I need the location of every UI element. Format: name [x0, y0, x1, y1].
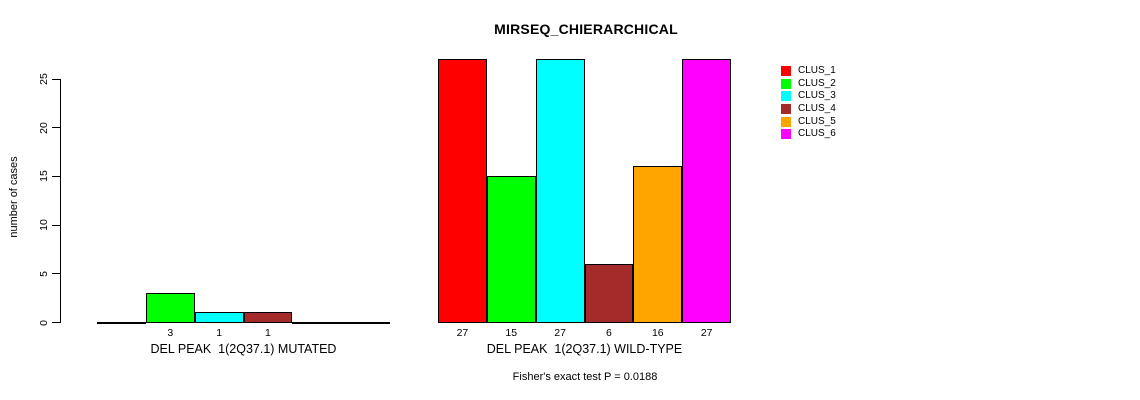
legend-swatch-clus_4 [781, 104, 791, 114]
y-tick-label: 10 [38, 219, 50, 231]
legend-label: CLUS_3 [798, 90, 836, 102]
y-tick-label: 20 [38, 121, 50, 134]
bar-group1-clus_2 [145, 292, 195, 323]
bar-value-label: 16 [651, 327, 664, 339]
legend-item-clus_3: CLUS_3 [781, 90, 871, 102]
y-axis-line [60, 79, 61, 323]
bar-group1-clus_6 [341, 322, 391, 324]
legend-swatch-clus_2 [781, 78, 791, 89]
legend-swatch-clus_6 [781, 129, 791, 140]
legend-item-clus_2: CLUS_2 [781, 77, 871, 90]
y-tick [52, 322, 60, 323]
y-tick [52, 127, 60, 129]
legend-swatch-clus_1 [781, 66, 791, 76]
bar-group1-clus_5 [292, 322, 342, 324]
legend-label: CLUS_4 [798, 103, 836, 114]
bar-value-label: 1 [216, 327, 223, 339]
group-label-mutated: DEL PEAK 1(2Q37.1) MUTATED [150, 342, 337, 356]
bar-group1-clus_1 [97, 322, 146, 324]
y-tick-label: 25 [38, 73, 50, 85]
y-axis-title: number of cases [8, 156, 20, 238]
legend-label: CLUS_2 [798, 77, 836, 89]
bar-value-label: 15 [505, 327, 518, 339]
legend-label: CLUS_6 [798, 128, 836, 140]
bar-value-label: 27 [554, 327, 566, 339]
legend-swatch-clus_3 [781, 91, 791, 102]
bar-group2-clus_5 [633, 166, 683, 323]
legend-item-clus_1: CLUS_1 [781, 65, 871, 77]
y-tick-label: 0 [38, 319, 50, 326]
bar-value-label: 3 [167, 327, 174, 339]
group-label-wild-type: DEL PEAK 1(2Q37.1) WILD-TYPE [486, 342, 683, 356]
bar-group2-clus_6 [682, 59, 732, 323]
y-tick-label: 5 [38, 270, 50, 277]
y-tick [52, 78, 60, 80]
legend-item-clus_5: CLUS_5 [781, 115, 871, 128]
legend: CLUS_1 CLUS_2 CLUS_3 CLUS_4 CLUS_5 CLUS_6 [781, 65, 881, 144]
y-tick [52, 224, 60, 226]
bar-group1-clus_3 [194, 312, 244, 323]
bar-value-label: 27 [456, 327, 469, 339]
legend-item-clus_6: CLUS_6 [781, 128, 871, 140]
bar-group2-clus_1 [438, 59, 487, 323]
bar-group2-clus_3 [535, 59, 585, 323]
chart-title: MIRSEQ_CHIERARCHICAL [494, 21, 678, 37]
y-tick [52, 175, 60, 177]
legend-item-clus_4: CLUS_4 [781, 103, 871, 115]
legend-label: CLUS_1 [798, 65, 836, 76]
legend-swatch-clus_5 [781, 116, 791, 127]
bar-value-label: 6 [606, 327, 612, 339]
bar-group2-clus_4 [584, 263, 634, 323]
y-tick-label: 15 [38, 170, 50, 183]
fisher-test-annotation: Fisher's exact test P = 0.0188 [512, 371, 658, 383]
bar-value-label: 27 [700, 327, 713, 339]
legend-label: CLUS_5 [798, 115, 836, 127]
y-tick [52, 273, 60, 275]
bar-group2-clus_2 [486, 175, 536, 323]
bar-group1-clus_4 [243, 312, 293, 323]
bar-value-label: 1 [265, 327, 271, 339]
